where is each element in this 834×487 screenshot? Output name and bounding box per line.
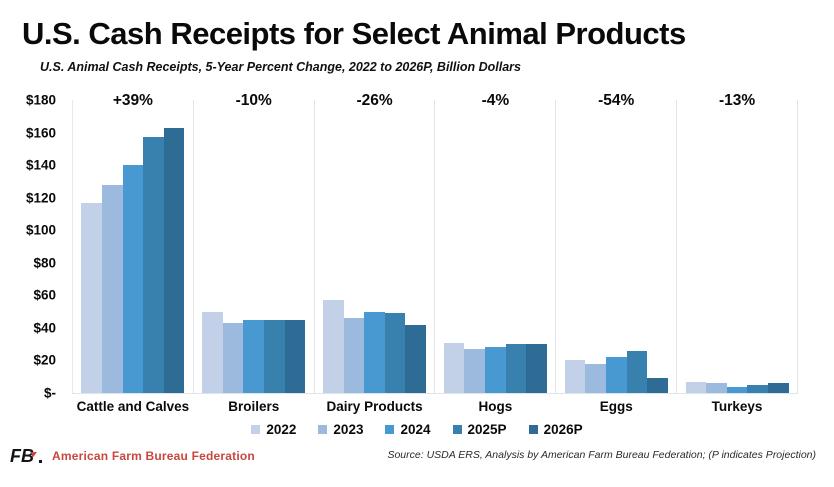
- pct-change-label: -10%: [235, 92, 272, 109]
- bar-2026P: [405, 324, 427, 393]
- bar-2024: [364, 311, 385, 393]
- pct-change-label: -26%: [356, 92, 393, 109]
- y-axis-tick: $120: [25, 190, 56, 206]
- bar-2026P: [163, 127, 185, 393]
- y-axis: $180 $160 $140 $120 $100 $80 $60 $40 $20 $-: [0, 93, 62, 401]
- legend-swatch-icon: [452, 425, 462, 434]
- bar-2022: [323, 300, 344, 393]
- bar-2025P: [505, 344, 527, 393]
- pct-change-label: -4%: [481, 92, 510, 109]
- bar-2024: [605, 357, 627, 393]
- bar-2026P: [767, 383, 789, 393]
- category-label: Dairy Products: [326, 399, 423, 414]
- bar-2022: [564, 360, 586, 393]
- bar-group: [323, 100, 427, 393]
- legend-swatch-icon: [385, 425, 395, 434]
- pct-change-label: -13%: [718, 92, 756, 109]
- bar-2023: [464, 349, 486, 393]
- brand: FB American Farm Bureau Federation: [10, 446, 255, 466]
- bar-2026P: [647, 378, 668, 393]
- category-label: Cattle and Calves: [76, 399, 190, 414]
- legend-item: 2026P: [528, 422, 583, 437]
- category-label: Hogs: [478, 399, 513, 414]
- legend-item: 2023: [318, 422, 363, 437]
- category-label: Eggs: [599, 399, 633, 414]
- pct-change-label: -54%: [598, 92, 635, 109]
- org-name: American Farm Bureau Federation: [52, 449, 255, 463]
- category-panel: +39% Cattle and Calves: [72, 92, 194, 414]
- y-axis-tick: $20: [33, 352, 56, 368]
- bar-2023: [222, 323, 244, 393]
- source-note: Source: USDA ERS, Analysis by American F…: [387, 449, 816, 461]
- category-label: Broilers: [228, 399, 280, 414]
- afbf-logo-icon: FB: [10, 446, 42, 466]
- category-panel: -54% Eggs: [556, 92, 678, 414]
- bar-2024: [485, 347, 506, 393]
- bar-2025P: [747, 384, 768, 393]
- bar-group: [202, 100, 306, 393]
- bar-2023: [343, 318, 365, 393]
- legend-swatch-icon: [251, 425, 261, 434]
- category-panel: -10% Broilers: [194, 92, 315, 414]
- y-axis-tick: $40: [33, 320, 56, 336]
- bar-2022: [202, 311, 223, 393]
- category-panel: -26% Dairy Products: [315, 92, 436, 414]
- legend-label: 2025P: [467, 422, 507, 437]
- y-axis-tick: $80: [33, 255, 56, 271]
- bar-2023: [585, 363, 606, 393]
- bar-2025P: [384, 313, 406, 393]
- footer: FB American Farm Bureau Federation Sourc…: [0, 444, 834, 474]
- bar-group: [81, 100, 185, 393]
- bar-2022: [685, 381, 707, 393]
- bar-2026P: [284, 319, 306, 393]
- y-axis-tick: $-: [43, 385, 56, 401]
- legend: 2022 2023 2024 2025P 2026P: [0, 422, 834, 437]
- bar-2025P: [626, 350, 648, 393]
- legend-swatch-icon: [528, 425, 538, 434]
- category-panel: -13% Turkeys: [677, 92, 798, 414]
- legend-label: 2024: [400, 422, 431, 437]
- category-panels: +39% Cattle and Calves -10% Broilers -26% Dai…: [72, 92, 798, 414]
- bar-2025P: [264, 319, 285, 393]
- legend-label: 2023: [333, 422, 364, 437]
- svg-text:FB: FB: [10, 446, 34, 466]
- y-axis-tick: $160: [25, 125, 56, 141]
- legend-label: 2026P: [543, 422, 583, 437]
- bar-2026P: [526, 344, 547, 393]
- category-panel: -4% Hogs: [435, 92, 557, 414]
- bar-2025P: [143, 137, 164, 393]
- category-label: Turkeys: [711, 399, 763, 414]
- y-axis-tick: $140: [25, 157, 56, 173]
- legend-item: 2022: [251, 422, 296, 437]
- page-title: U.S. Cash Receipts for Select Animal Pro…: [22, 16, 686, 51]
- y-axis-tick: $180: [25, 92, 56, 108]
- bar-2023: [101, 184, 123, 393]
- legend-item: 2025P: [452, 422, 507, 437]
- plot-area: +39% Cattle and Calves -10% Broilers -26% Dai…: [72, 92, 798, 414]
- pct-change-label: +39%: [112, 92, 153, 109]
- bar-2022: [81, 202, 102, 393]
- legend-item: 2024: [385, 422, 431, 437]
- bar-2022: [443, 342, 465, 393]
- bar-group: [443, 100, 547, 393]
- bar-group: [564, 100, 668, 393]
- y-axis-tick: $60: [33, 287, 56, 303]
- bar-2024: [243, 319, 265, 393]
- bar-2023: [706, 383, 727, 393]
- legend-swatch-icon: [318, 425, 328, 434]
- bar-2024: [122, 165, 144, 393]
- y-axis-tick: $100: [25, 222, 56, 238]
- bar-group: [685, 100, 789, 393]
- chart-subtitle: U.S. Animal Cash Receipts, 5-Year Percen…: [40, 60, 521, 74]
- legend-label: 2022: [266, 422, 297, 437]
- bar-2024: [726, 386, 748, 393]
